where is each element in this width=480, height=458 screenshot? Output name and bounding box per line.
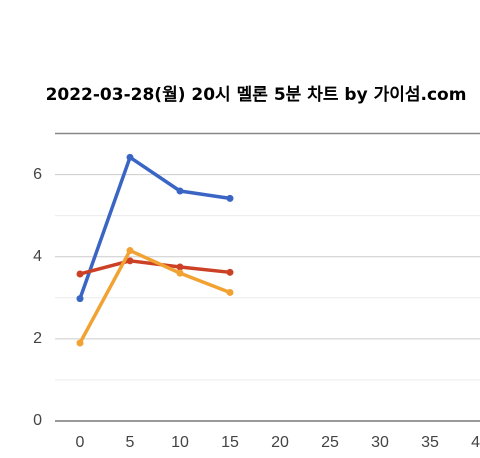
x-tick-label: 0 — [76, 434, 85, 451]
y-tick-label: 4 — [33, 248, 42, 265]
series-line — [78, 248, 231, 344]
data-point — [76, 339, 84, 347]
x-tick-label: 35 — [421, 434, 439, 451]
y-tick-label: 2 — [33, 330, 42, 347]
data-point — [226, 288, 234, 296]
data-point — [226, 268, 234, 276]
y-tick-label: 6 — [33, 166, 42, 183]
x-tick-label: 40 — [471, 434, 480, 451]
data-point — [226, 194, 234, 202]
x-tick-label: 30 — [371, 434, 389, 451]
series-line — [79, 259, 231, 276]
data-point — [126, 153, 134, 161]
data-point — [126, 247, 134, 255]
data-point — [176, 269, 184, 277]
x-tick-label: 15 — [221, 434, 239, 451]
data-point — [76, 270, 84, 278]
data-point — [176, 263, 184, 271]
y-tick-label: 0 — [33, 412, 42, 429]
chart-title: 2022-03-28(월) 20시 멜론 5분 차트 by 가이섬.com — [46, 85, 467, 105]
data-point — [176, 187, 184, 195]
x-tick-label: 5 — [126, 434, 135, 451]
x-tick-label: 20 — [271, 434, 289, 451]
x-tick-label: 10 — [171, 434, 189, 451]
x-tick-label: 25 — [321, 434, 339, 451]
data-point — [126, 257, 134, 265]
series-line — [78, 155, 231, 300]
data-point — [76, 295, 84, 303]
